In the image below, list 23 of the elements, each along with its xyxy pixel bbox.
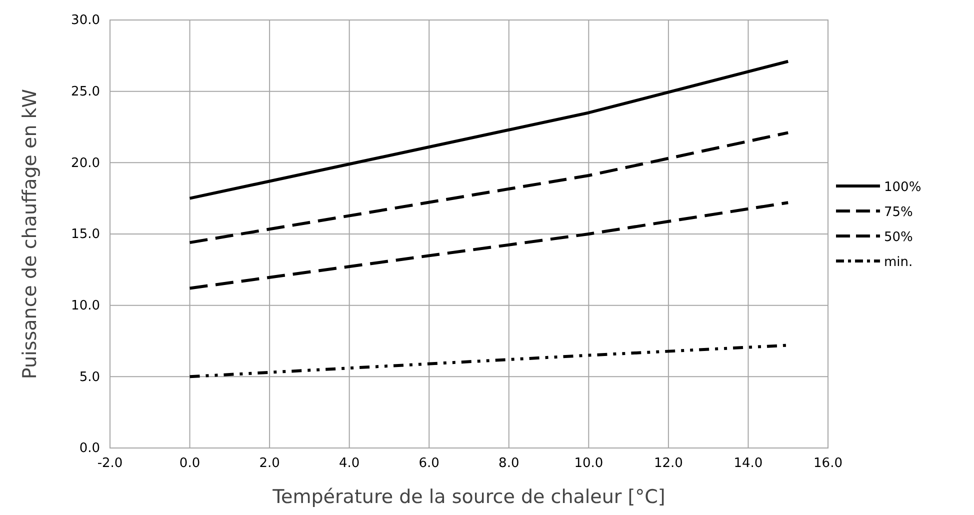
legend-label: min.: [884, 255, 913, 270]
x-tick-label: 10.0: [574, 456, 604, 472]
legend-label: 75%: [884, 205, 913, 220]
y-tick-label: 5.0: [79, 370, 100, 385]
x-tick-label: 2.0: [259, 456, 280, 472]
x-tick-label: 4.0: [338, 456, 360, 472]
y-tick-label: 15.0: [71, 227, 100, 242]
y-tick-label: 10.0: [71, 298, 100, 314]
x-tick-label: 14.0: [734, 456, 763, 472]
x-tick-label: 0.0: [179, 456, 200, 472]
y-axis-title: Puissance de chauffage en kW: [19, 88, 41, 380]
y-tick-label: 20.0: [71, 156, 100, 171]
x-tick-label: 12.0: [654, 456, 683, 472]
y-tick-label: 30.0: [71, 13, 100, 28]
x-tick-label: 6.0: [418, 456, 440, 472]
y-tick-label: 0.0: [79, 441, 100, 456]
y-tick-label: 25.0: [71, 84, 100, 100]
legend-label: 100%: [884, 180, 922, 195]
x-tick-label: 16.0: [814, 456, 842, 472]
legend-label: 50%: [884, 230, 913, 245]
x-axis-title: Température de la source de chaleur [°C]: [272, 486, 666, 508]
x-tick-label: -2.0: [97, 456, 123, 472]
x-tick-label: 8.0: [498, 456, 520, 472]
